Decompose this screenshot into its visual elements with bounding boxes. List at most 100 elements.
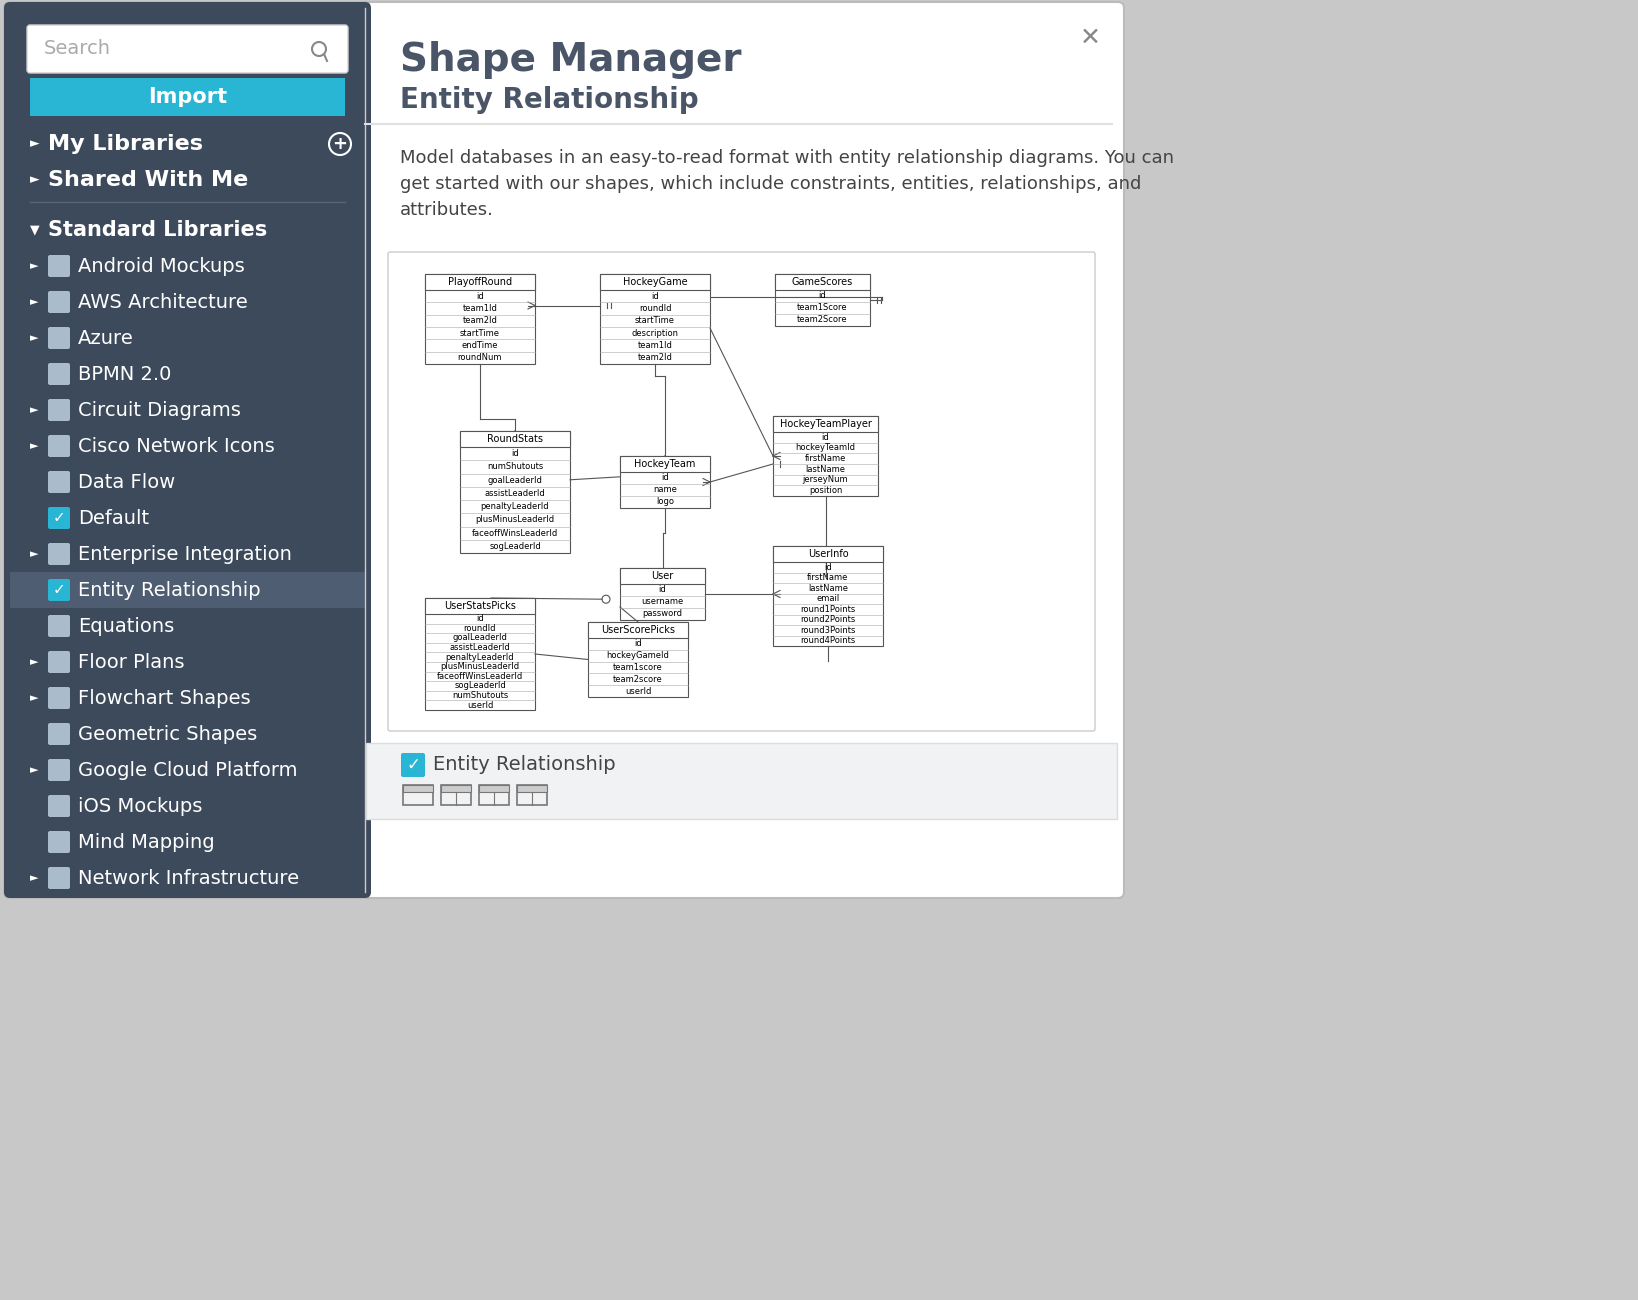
- Text: GameScores: GameScores: [791, 277, 853, 287]
- Text: logo: logo: [655, 498, 673, 507]
- FancyBboxPatch shape: [48, 578, 70, 601]
- Text: ►: ►: [29, 333, 39, 343]
- Bar: [424, 598, 536, 710]
- Bar: [518, 785, 547, 805]
- Text: ►: ►: [29, 874, 39, 883]
- Text: get started with our shapes, which include constraints, entities, relationships,: get started with our shapes, which inclu…: [400, 176, 1142, 192]
- Text: Google Cloud Platform: Google Cloud Platform: [79, 760, 298, 780]
- Text: lastName: lastName: [808, 584, 848, 593]
- FancyBboxPatch shape: [48, 543, 70, 566]
- Text: ►: ►: [29, 764, 39, 775]
- Text: round2Points: round2Points: [801, 615, 855, 624]
- Text: lastName: lastName: [806, 465, 845, 473]
- Text: Equations: Equations: [79, 616, 174, 636]
- Text: iOS Mockups: iOS Mockups: [79, 797, 203, 815]
- Text: roundId: roundId: [464, 624, 496, 633]
- Text: round1Points: round1Points: [801, 604, 855, 614]
- Text: endTime: endTime: [462, 341, 498, 350]
- Text: ►: ►: [29, 441, 39, 451]
- Text: numShutouts: numShutouts: [486, 463, 544, 472]
- Text: Shape Manager: Shape Manager: [400, 42, 742, 79]
- Text: Data Flow: Data Flow: [79, 472, 175, 491]
- Text: HockeyTeamPlayer: HockeyTeamPlayer: [780, 419, 871, 429]
- Text: round3Points: round3Points: [801, 625, 855, 634]
- Text: firstName: firstName: [804, 454, 847, 463]
- Text: userId: userId: [467, 701, 493, 710]
- Text: Flowchart Shapes: Flowchart Shapes: [79, 689, 251, 707]
- FancyBboxPatch shape: [48, 255, 70, 277]
- Text: id: id: [477, 615, 483, 623]
- Text: id: id: [477, 291, 483, 300]
- Text: firstName: firstName: [808, 573, 848, 582]
- Text: assistLeaderId: assistLeaderId: [485, 489, 545, 498]
- Text: Cisco Network Icons: Cisco Network Icons: [79, 437, 275, 455]
- FancyBboxPatch shape: [3, 3, 370, 898]
- Text: faceoffWinsLeaderId: faceoffWinsLeaderId: [437, 672, 523, 681]
- Text: UserScorePicks: UserScorePicks: [601, 625, 675, 634]
- Text: password: password: [642, 610, 683, 619]
- Text: id: id: [824, 563, 832, 572]
- Text: ✓: ✓: [52, 511, 66, 525]
- Bar: [518, 785, 547, 792]
- Bar: [775, 274, 870, 326]
- Text: Model databases in an easy-to-read format with entity relationship diagrams. You: Model databases in an easy-to-read forma…: [400, 150, 1174, 166]
- Text: Shared With Me: Shared With Me: [48, 170, 249, 190]
- Text: ►: ►: [29, 549, 39, 559]
- Text: team2Id: team2Id: [637, 354, 673, 363]
- FancyBboxPatch shape: [48, 471, 70, 493]
- Text: Search: Search: [44, 39, 111, 58]
- FancyBboxPatch shape: [48, 291, 70, 313]
- Text: jerseyNum: jerseyNum: [803, 476, 848, 485]
- Text: ✕: ✕: [1079, 26, 1101, 49]
- Text: ►: ►: [29, 261, 39, 270]
- FancyBboxPatch shape: [48, 328, 70, 348]
- Bar: [10, 572, 365, 608]
- Text: position: position: [809, 486, 842, 495]
- FancyBboxPatch shape: [48, 436, 70, 458]
- Text: Circuit Diagrams: Circuit Diagrams: [79, 400, 241, 420]
- Bar: [460, 432, 570, 447]
- Text: description: description: [632, 329, 678, 338]
- Text: faceoffWinsLeaderId: faceoffWinsLeaderId: [472, 529, 559, 538]
- Text: id: id: [634, 640, 642, 649]
- Text: id: id: [652, 291, 658, 300]
- Bar: [773, 546, 883, 646]
- Text: Entity Relationship: Entity Relationship: [400, 86, 699, 114]
- Text: PlayoffRound: PlayoffRound: [447, 277, 513, 287]
- Bar: [424, 598, 536, 614]
- Text: ✓: ✓: [52, 582, 66, 598]
- FancyBboxPatch shape: [48, 686, 70, 708]
- FancyBboxPatch shape: [48, 867, 70, 889]
- Text: goalLeaderId: goalLeaderId: [488, 476, 542, 485]
- Text: assistLeaderId: assistLeaderId: [449, 644, 511, 653]
- Text: UserStatsPicks: UserStatsPicks: [444, 601, 516, 611]
- Text: Floor Plans: Floor Plans: [79, 653, 185, 672]
- Bar: [621, 456, 709, 508]
- Bar: [773, 416, 878, 497]
- Bar: [588, 621, 688, 697]
- FancyBboxPatch shape: [401, 753, 424, 777]
- Text: username: username: [642, 598, 683, 607]
- Text: id: id: [822, 433, 829, 442]
- Text: team1score: team1score: [613, 663, 663, 672]
- Text: RoundStats: RoundStats: [486, 434, 544, 445]
- Text: UserInfo: UserInfo: [808, 549, 848, 559]
- Text: Android Mockups: Android Mockups: [79, 256, 244, 276]
- Text: penaltyLeaderId: penaltyLeaderId: [446, 653, 514, 662]
- Bar: [588, 621, 688, 638]
- Text: numShutouts: numShutouts: [452, 692, 508, 701]
- Text: hockeyTeamId: hockeyTeamId: [796, 443, 855, 452]
- Bar: [403, 785, 432, 805]
- Bar: [187, 8, 367, 892]
- Text: team1Id: team1Id: [462, 304, 498, 313]
- Bar: [478, 785, 509, 805]
- Text: ▼: ▼: [29, 224, 39, 237]
- Text: goalLeaderId: goalLeaderId: [452, 633, 508, 642]
- Text: id: id: [511, 448, 519, 458]
- Text: Entity Relationship: Entity Relationship: [432, 755, 616, 775]
- Text: id: id: [658, 585, 667, 594]
- Bar: [621, 568, 704, 584]
- Text: Entity Relationship: Entity Relationship: [79, 581, 260, 599]
- Text: Azure: Azure: [79, 329, 134, 347]
- Bar: [621, 456, 709, 472]
